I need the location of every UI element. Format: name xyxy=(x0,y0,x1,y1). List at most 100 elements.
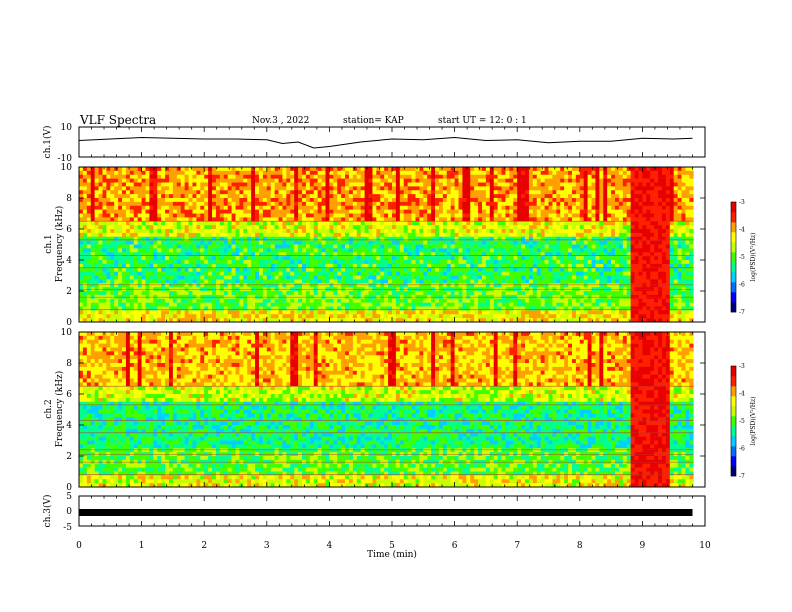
spectrogram-cell xyxy=(133,225,138,230)
spectrogram-cell xyxy=(525,213,530,218)
spectrogram-cell xyxy=(157,178,162,183)
spectrogram-cell xyxy=(348,229,354,234)
spectrogram-cell xyxy=(372,263,377,269)
spectrogram-cell xyxy=(294,232,299,238)
spectrogram-cell xyxy=(200,260,205,265)
spectrogram-cell xyxy=(313,205,318,210)
spectrogram-cell xyxy=(231,256,236,261)
spectrogram-cell xyxy=(325,252,330,257)
spectrogram-cell xyxy=(485,186,491,191)
spectrogram-cell xyxy=(215,244,221,249)
spectrogram-cell xyxy=(282,275,287,280)
spectrogram-cell xyxy=(505,240,510,245)
spectrogram-cell xyxy=(157,291,162,296)
spectrogram-cell xyxy=(364,170,369,176)
spectrogram-cell xyxy=(517,194,522,199)
spectrogram-cell xyxy=(337,217,342,222)
spectrogram-cell xyxy=(168,240,174,245)
spectrogram-cell xyxy=(481,298,487,303)
spectrogram-cell xyxy=(82,174,88,179)
spectrogram-cell xyxy=(102,306,107,311)
spectrogram-cell xyxy=(458,252,463,257)
spectrogram-cell xyxy=(161,209,166,214)
spectrogram-cell xyxy=(388,244,393,249)
spectrogram-cell xyxy=(489,217,495,222)
spectrogram-cell xyxy=(337,291,342,296)
spectrogram-cell xyxy=(184,260,189,265)
spectrogram-cell xyxy=(137,225,142,230)
spectrogram-cell xyxy=(548,178,553,183)
spectrogram-cell xyxy=(435,178,440,183)
spectrogram-cell xyxy=(188,225,193,230)
spectrogram-cell xyxy=(266,167,272,172)
spectrogram-cell xyxy=(399,252,405,257)
spectrogram-cell xyxy=(317,291,322,296)
spectrogram-cell xyxy=(438,279,444,284)
spectrogram-cell xyxy=(407,298,412,303)
spectrogram-cell xyxy=(149,302,154,307)
spectrogram-cell xyxy=(188,201,193,207)
spectrogram-cell xyxy=(270,240,275,245)
spectrogram-cell xyxy=(266,244,272,249)
spectrogram-cell xyxy=(528,252,534,257)
spectrogram-cell xyxy=(258,271,264,276)
spectrogram-cell xyxy=(200,213,205,218)
spectrogram-cell xyxy=(423,271,428,276)
spectrogram-cell xyxy=(352,314,358,319)
spectrogram-cell xyxy=(509,182,514,187)
spectrogram-cell xyxy=(153,170,158,176)
spectrogram-cell xyxy=(157,240,162,245)
spectrogram-cell xyxy=(360,225,365,230)
spectrogram-cell xyxy=(356,194,361,199)
spectrogram-cell xyxy=(552,263,557,269)
spectrogram-cell xyxy=(82,221,88,226)
spectrogram-cell xyxy=(231,310,236,315)
spectrogram-cell xyxy=(497,198,502,203)
spectrogram-cell xyxy=(474,178,479,183)
spectrogram-cell xyxy=(415,240,420,245)
spectrogram-cell xyxy=(270,213,275,218)
spectrogram-cell xyxy=(184,248,189,253)
spectrogram-cell xyxy=(266,217,272,222)
spectrogram-cell xyxy=(247,174,252,179)
spectrogram-cell xyxy=(192,283,197,288)
spectrogram-cell xyxy=(94,209,99,214)
spectrogram-cell xyxy=(466,310,471,315)
spectrogram-cell xyxy=(364,279,369,284)
spectrogram-cell xyxy=(223,275,228,280)
spectrogram-cell xyxy=(528,201,534,207)
spectrogram-cell xyxy=(200,248,205,253)
spectrogram-cell xyxy=(176,291,182,296)
spectrogram-cell xyxy=(223,194,228,199)
spectrogram-cell xyxy=(161,178,166,183)
spectrogram-cell xyxy=(219,275,225,280)
spectrogram-cell xyxy=(102,302,107,307)
spectrogram-cell xyxy=(90,225,95,230)
spectrogram-cell xyxy=(90,221,95,226)
spectrogram-cell xyxy=(325,248,330,253)
spectrogram-cell xyxy=(360,194,365,199)
spectrogram-cell xyxy=(247,240,252,245)
spectrogram-cell xyxy=(212,240,217,245)
spectrogram-cell xyxy=(411,260,416,265)
spectrogram-cell xyxy=(423,194,428,199)
spectrogram-cell xyxy=(517,318,522,323)
spectrogram-cell xyxy=(94,194,99,199)
spectrogram-cell xyxy=(528,267,534,272)
spectrogram-cell xyxy=(489,260,495,265)
spectrogram-cell xyxy=(478,217,483,222)
spectrogram-cell xyxy=(184,182,189,187)
spectrogram-cell xyxy=(305,201,311,207)
spectrogram-cell xyxy=(125,186,131,191)
spectrogram-cell xyxy=(282,310,287,315)
spectrogram-cell xyxy=(517,263,522,269)
spectrogram-cell xyxy=(411,275,416,280)
spectrogram-cell xyxy=(176,279,182,284)
spectrogram-cell xyxy=(407,186,412,191)
spectrogram-cell xyxy=(82,236,88,241)
spectrogram-cell xyxy=(388,229,393,234)
spectrogram-cell xyxy=(474,229,479,234)
spectrogram-cell xyxy=(106,263,111,269)
spectrogram-cell xyxy=(552,201,557,207)
spectrogram-cell xyxy=(364,194,369,199)
